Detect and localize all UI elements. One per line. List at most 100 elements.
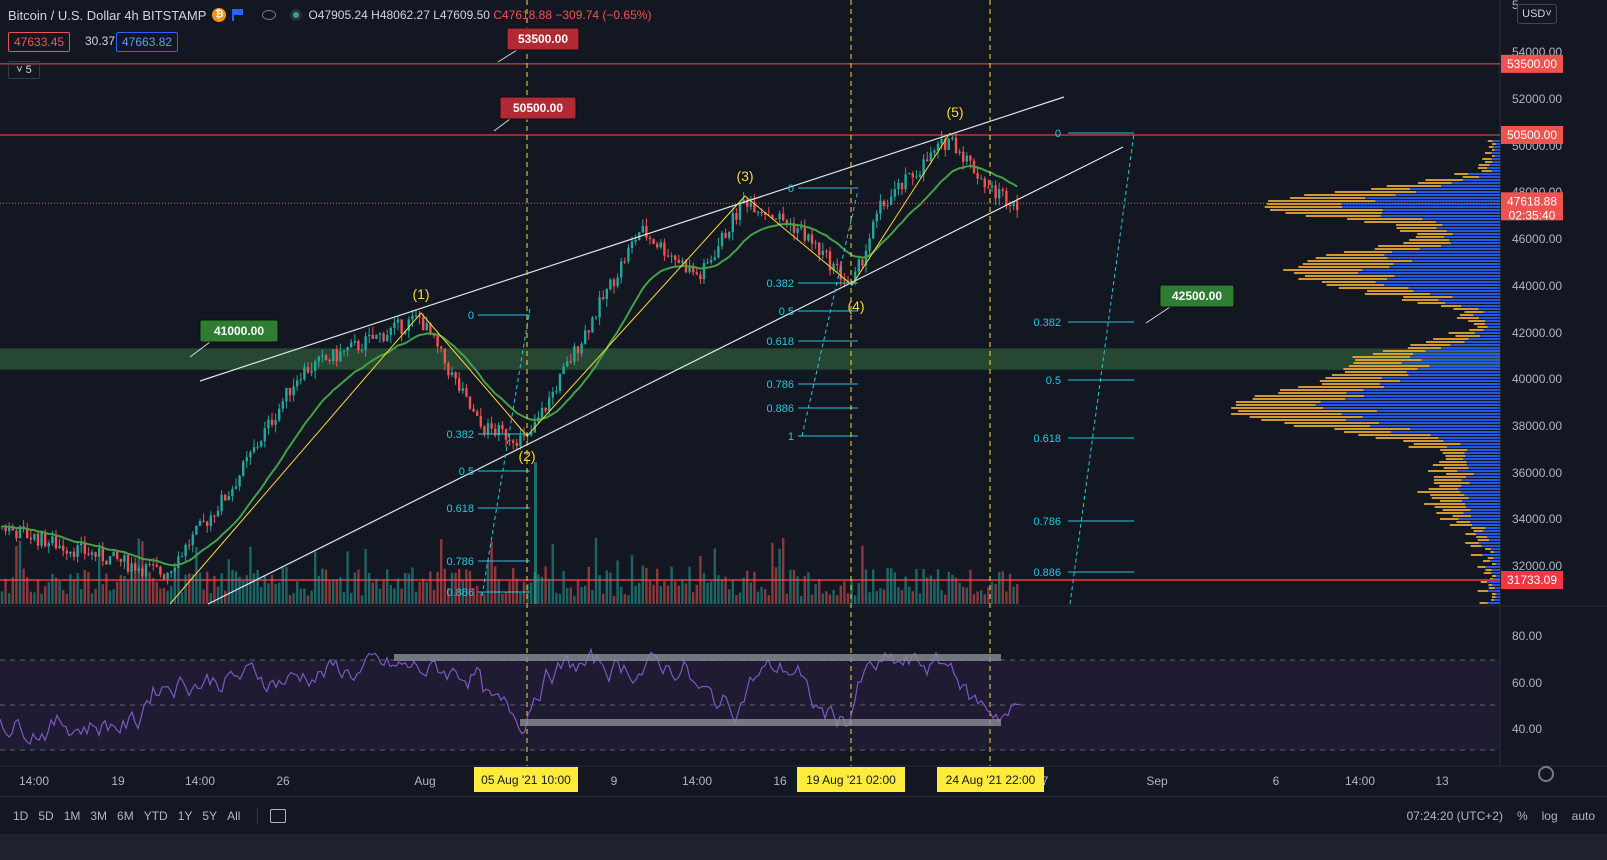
auto-toggle[interactable]: auto: [1571, 808, 1595, 823]
date-marker-label-3[interactable]: 24 Aug '21 22:00: [937, 767, 1044, 792]
range-1d[interactable]: 1D: [13, 808, 29, 823]
callout-box: [1159, 284, 1235, 308]
price-tag-50500: 50500.00: [1501, 125, 1563, 144]
bottom-toolbar: 1D 5D 1M 3M 6M YTD 1Y 5Y All 07:24:20 (U…: [0, 796, 1607, 834]
time-axis-tick: 14:00: [1345, 774, 1375, 788]
change-value: −309.74 (−0.65%): [555, 8, 652, 22]
currency-select[interactable]: USD˅: [1517, 4, 1557, 24]
open-value: O47905.24: [308, 8, 368, 22]
fib-trend-line: [1069, 132, 1135, 605]
callout-42500[interactable]: 42500.00: [1145, 284, 1235, 324]
date-marker-label-2[interactable]: 19 Aug '21 02:00: [797, 767, 905, 792]
flag-icon[interactable]: [232, 9, 246, 21]
date-marker-text: 05 Aug '21 10:00: [481, 773, 571, 787]
callout-pointer: [189, 341, 211, 358]
price-tag-text: 50500.00: [1507, 128, 1557, 142]
range-all[interactable]: All: [227, 808, 241, 823]
channel-upper: [199, 96, 1065, 382]
callout-box: [199, 319, 279, 343]
symbol-title[interactable]: Bitcoin / U.S. Dollar 4h BITSTAMP: [8, 7, 207, 23]
time-axis-tick-partial: 7: [1042, 774, 1049, 788]
time-axis-tick: 14:00: [19, 774, 49, 788]
date-marker-label-1[interactable]: 05 Aug '21 10:00: [474, 767, 578, 792]
date-marker-bg: [937, 767, 1044, 792]
time-axis-tick: Aug: [414, 774, 435, 788]
price-tag-text: 47618.88: [1507, 194, 1557, 208]
time-axis-tick: Sep: [1146, 774, 1168, 788]
time-axis-tick: 14:00: [185, 774, 215, 788]
price-axis-tick: 46000.00: [1512, 232, 1562, 246]
log-toggle[interactable]: log: [1541, 808, 1558, 823]
high-value: H48062.27: [371, 8, 430, 22]
time-axis-tick: 13: [1435, 774, 1449, 788]
rsi-support-box: [520, 719, 1001, 726]
bitcoin-icon: ₿: [212, 8, 227, 22]
fib-level-label: 0.886: [446, 587, 474, 599]
time-axis-tick: 19: [111, 774, 125, 788]
callout-pointer: [1145, 306, 1171, 324]
live-dot-icon: [290, 9, 303, 21]
ask-price-box[interactable]: 47663.82: [116, 32, 179, 52]
chart-canvas[interactable]: (1)(2)(3)(4)(5)00.3820.50.6180.7860.8860…: [0, 0, 1607, 796]
callout-text: 50500.00: [513, 101, 563, 115]
rsi-resistance-box: [394, 654, 1001, 661]
ema-line: [1, 164, 1018, 567]
fib-level-label: 0.886: [1033, 567, 1061, 579]
fib-level-label: 0.786: [1033, 516, 1061, 528]
callout-box: [506, 27, 580, 51]
price-tag-text: 31733.09: [1507, 573, 1557, 587]
range-1y[interactable]: 1Y: [177, 808, 193, 823]
callout-41000[interactable]: 41000.00: [189, 319, 279, 358]
price-axis-tick: 40000.00: [1512, 372, 1562, 386]
channel-lower: [207, 146, 1124, 605]
indicators-toggle[interactable]: ˅ 5: [8, 61, 40, 79]
wave-label-5: (5): [946, 104, 963, 120]
range-ytd[interactable]: YTD: [143, 808, 168, 823]
symbol-header: Bitcoin / U.S. Dollar 4h BITSTAMP ₿ O479…: [8, 6, 651, 24]
price-tag-bg: [1501, 571, 1563, 589]
range-1m[interactable]: 1M: [63, 808, 81, 823]
fib-level-label: 0.618: [1033, 433, 1061, 445]
date-marker-text: 19 Aug '21 02:00: [806, 773, 896, 787]
date-marker-bg: [797, 767, 905, 792]
calendar-icon[interactable]: [270, 808, 287, 823]
callout-text: 41000.00: [214, 324, 264, 338]
indicator-count: 5: [25, 64, 32, 76]
fib-level-label: 0.786: [766, 379, 794, 391]
fib-level-label: 0.5: [1046, 375, 1061, 387]
clock-display[interactable]: 07:24:20 (UTC+2): [1406, 808, 1503, 823]
fib-set-3: 0 0.382 0.5 0.618 0.786 0.886: [1033, 128, 1135, 605]
percent-toggle[interactable]: %: [1516, 808, 1528, 823]
fib-set-2: 0 0.382 0.5 0.618 0.786 0.886 1: [766, 183, 859, 443]
price-tag-bg: [1501, 125, 1563, 144]
price-tag-53500: 53500.00: [1501, 54, 1563, 73]
price-axis-tick: 44000.00: [1512, 279, 1562, 293]
close-value: C47618.88: [493, 8, 553, 22]
price-axis-tick: 52000.00: [1512, 92, 1562, 106]
time-axis-tick: 9: [611, 774, 618, 788]
range-5d[interactable]: 5D: [38, 808, 54, 823]
eye-icon[interactable]: [262, 10, 277, 20]
callout-text: 53500.00: [518, 32, 568, 46]
range-6m[interactable]: 6M: [117, 808, 134, 823]
range-3m[interactable]: 3M: [90, 808, 108, 823]
price-axis-tick: 38000.00: [1512, 419, 1562, 433]
fib-level-label: 0.5: [459, 466, 474, 478]
range-5y[interactable]: 5Y: [202, 808, 218, 823]
wave-label-1: (1): [412, 286, 429, 302]
callout-53500[interactable]: 53500.00: [497, 27, 580, 63]
candles: [0, 130, 1019, 585]
fib-trend-line: [801, 189, 859, 437]
settings-icon[interactable]: [1538, 766, 1554, 782]
toolbar-divider: [257, 807, 259, 824]
fib-level-label: 0: [1055, 128, 1061, 140]
date-marker-text: 24 Aug '21 22:00: [946, 773, 1036, 787]
callout-50500[interactable]: 50500.00: [493, 96, 577, 132]
bid-price-box[interactable]: 47633.45: [8, 32, 71, 52]
price-axis-tick-top: 5: [1512, 0, 1519, 12]
fib-level-label: 0.382: [1033, 317, 1061, 329]
price-tag-bg: [1501, 54, 1563, 73]
fib-level-label: 0.786: [446, 556, 474, 568]
bottom-right-controls: 07:24:20 (UTC+2) % log auto: [1407, 809, 1595, 823]
